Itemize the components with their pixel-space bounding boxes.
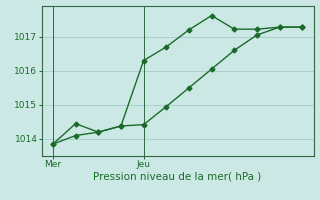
X-axis label: Pression niveau de la mer( hPa ): Pression niveau de la mer( hPa ) — [93, 172, 262, 182]
